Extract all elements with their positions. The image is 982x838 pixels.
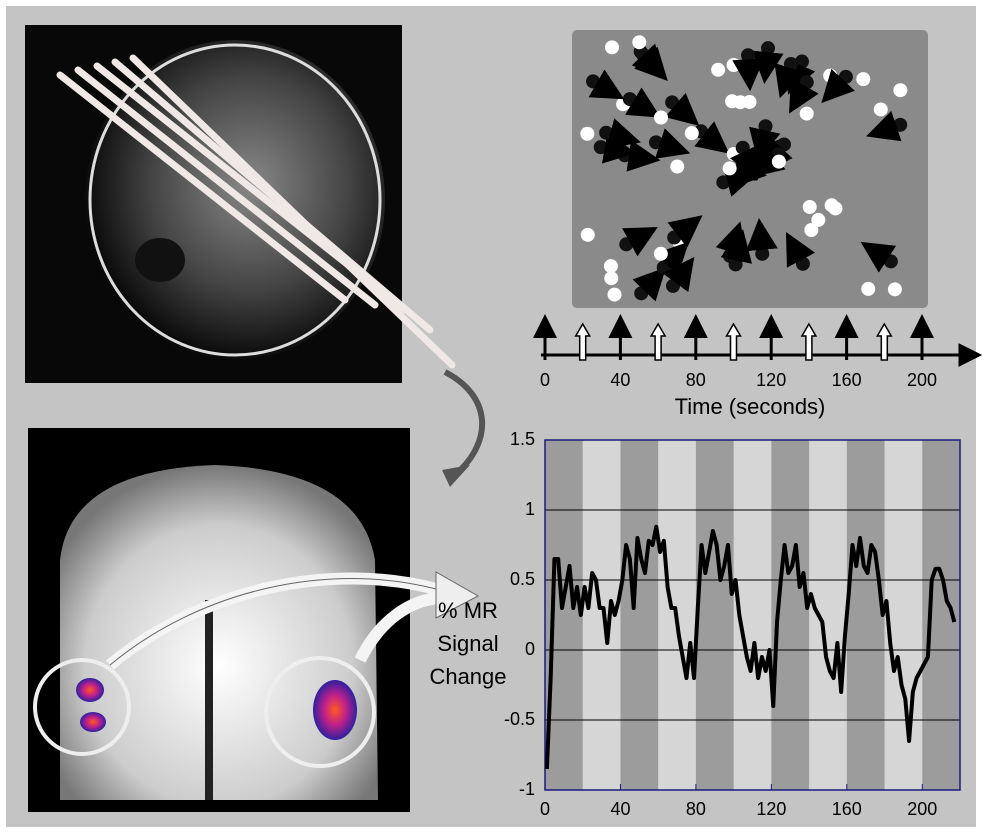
- stim-motion: [748, 55, 749, 75]
- stimulus-period: [696, 440, 734, 790]
- stim-dot: [632, 35, 646, 49]
- stim-dot: [823, 69, 837, 83]
- timeline-tick-label: 120: [756, 370, 786, 390]
- stim-motion: [625, 155, 645, 158]
- stim-dot: [874, 102, 888, 116]
- stimulus-period: [620, 440, 658, 790]
- figure: + 0 40 80 120 160 200 Time (seconds) -1 -0.5 0 0.5…: [0, 0, 982, 833]
- timeline-label: Time (seconds): [675, 394, 826, 419]
- x-tick-label: 40: [610, 799, 630, 819]
- motion-stimulus: +: [572, 30, 928, 308]
- stim-dot: [605, 40, 619, 54]
- plot-area: [545, 440, 960, 790]
- timeline-tick-label: 160: [832, 370, 862, 390]
- x-tick-label: 80: [686, 799, 706, 819]
- stim-dot: [800, 107, 814, 121]
- stim-dot: [727, 58, 741, 72]
- x-tick-label: 160: [832, 799, 862, 819]
- y-tick-label: 0.5: [510, 569, 535, 589]
- stim-motion: [766, 48, 768, 68]
- timeline-tick-label: 80: [686, 370, 706, 390]
- stim-dot: [654, 247, 668, 261]
- stim-dot: [772, 155, 786, 169]
- stim-dot: [893, 83, 907, 97]
- stim-dot: [654, 110, 668, 124]
- stim-dot: [733, 95, 747, 109]
- stimulus-period: [847, 440, 885, 790]
- stim-dot: [723, 161, 737, 175]
- stim-dot: [856, 72, 870, 86]
- stim-dot: [581, 228, 595, 242]
- x-tick-label: 200: [907, 799, 937, 819]
- stim-dot: [685, 126, 699, 140]
- stim-dot: [825, 198, 839, 212]
- y-axis-label: Change: [429, 664, 506, 689]
- y-tick-label: -1: [519, 779, 535, 799]
- page: + 0 40 80 120 160 200 Time (seconds) -1 -0.5 0 0.5…: [0, 0, 982, 838]
- timeline-tick-label: 40: [610, 370, 630, 390]
- stim-motion: [760, 234, 762, 254]
- y-tick-label: 0: [525, 639, 535, 659]
- stim-dot: [670, 160, 684, 174]
- stim-dot: [608, 288, 622, 302]
- y-axis-label: Signal: [437, 631, 498, 656]
- timeline-tick-label: 200: [907, 370, 937, 390]
- stim-dot: [811, 213, 825, 227]
- stim-dot: [861, 282, 875, 296]
- stim-dot: [604, 271, 618, 285]
- stim-dot: [888, 282, 902, 296]
- y-tick-label: 1.5: [510, 429, 535, 449]
- x-tick-label: 0: [540, 799, 550, 819]
- x-tick-label: 120: [756, 799, 786, 819]
- y-axis-label: % MR: [438, 598, 498, 623]
- stim-dot: [580, 127, 594, 141]
- timeline-tick-label: 0: [540, 370, 550, 390]
- y-tick-label: 1: [525, 499, 535, 519]
- stim-dot: [604, 259, 618, 273]
- stim-dot: [803, 200, 817, 214]
- y-tick-label: -0.5: [504, 709, 535, 729]
- stim-dot: [711, 63, 725, 77]
